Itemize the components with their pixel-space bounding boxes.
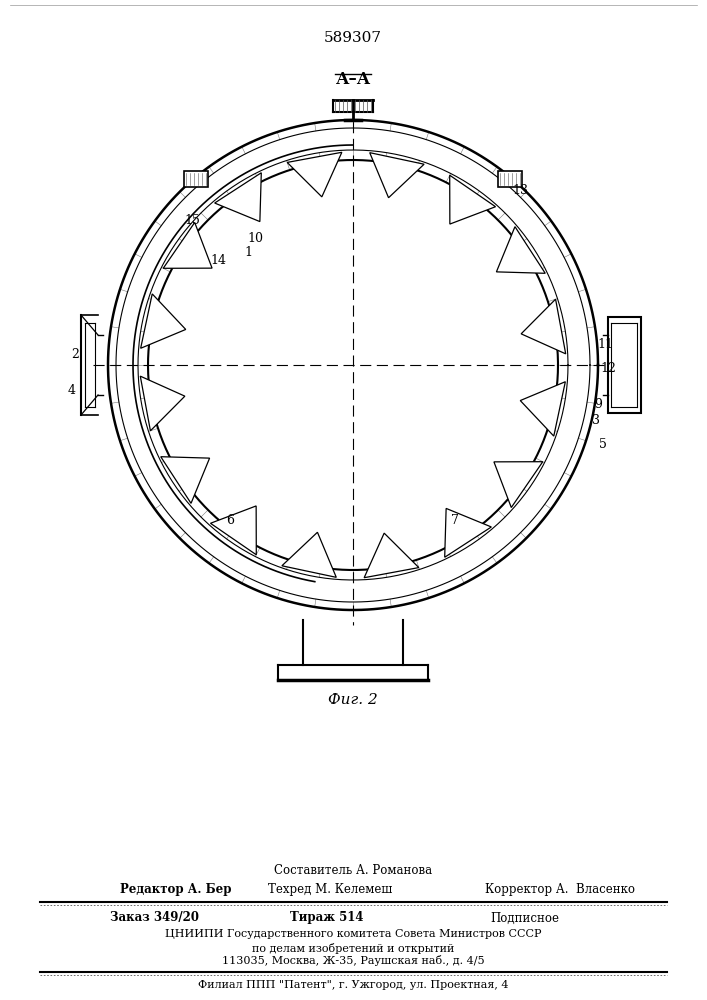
Polygon shape bbox=[370, 153, 424, 198]
Text: 9: 9 bbox=[594, 398, 602, 412]
Text: 12: 12 bbox=[600, 361, 616, 374]
Text: 3: 3 bbox=[592, 414, 600, 426]
Polygon shape bbox=[211, 506, 257, 555]
Text: 11: 11 bbox=[597, 338, 613, 352]
Text: Корректор А.  Власенко: Корректор А. Власенко bbox=[485, 884, 635, 896]
Text: Редактор А. Бер: Редактор А. Бер bbox=[120, 884, 231, 896]
Text: 2: 2 bbox=[71, 349, 79, 361]
Polygon shape bbox=[141, 294, 186, 348]
Polygon shape bbox=[215, 173, 262, 222]
Polygon shape bbox=[445, 508, 491, 557]
Polygon shape bbox=[282, 532, 337, 577]
Text: 589307: 589307 bbox=[324, 31, 382, 45]
Text: 113035, Москва, Ж-35, Раушская наб., д. 4/5: 113035, Москва, Ж-35, Раушская наб., д. … bbox=[222, 956, 484, 966]
Text: 7: 7 bbox=[451, 514, 459, 526]
Text: Подписное: Подписное bbox=[490, 912, 559, 924]
Polygon shape bbox=[521, 299, 566, 354]
Polygon shape bbox=[287, 152, 342, 197]
Text: 1: 1 bbox=[244, 245, 252, 258]
Polygon shape bbox=[498, 171, 522, 187]
Text: 13: 13 bbox=[512, 184, 528, 196]
Text: Тираж 514: Тираж 514 bbox=[290, 912, 363, 924]
Text: 15: 15 bbox=[184, 214, 200, 227]
Text: 4: 4 bbox=[68, 383, 76, 396]
Polygon shape bbox=[160, 457, 209, 503]
Text: Фиг. 2: Фиг. 2 bbox=[328, 693, 378, 707]
Polygon shape bbox=[496, 227, 545, 273]
Text: 5: 5 bbox=[599, 438, 607, 452]
Polygon shape bbox=[520, 382, 566, 436]
Text: Филиал ППП "Патент", г. Ужгород, ул. Проектная, 4: Филиал ППП "Патент", г. Ужгород, ул. Про… bbox=[198, 980, 508, 990]
Polygon shape bbox=[608, 317, 641, 413]
Polygon shape bbox=[140, 376, 185, 431]
Polygon shape bbox=[364, 533, 419, 578]
Polygon shape bbox=[163, 222, 212, 268]
Text: Техред М. Келемеш: Техред М. Келемеш bbox=[268, 884, 392, 896]
Text: 14: 14 bbox=[210, 253, 226, 266]
Text: по делам изобретений и открытий: по делам изобретений и открытий bbox=[252, 942, 454, 954]
Text: А–А: А–А bbox=[335, 72, 370, 89]
Polygon shape bbox=[184, 171, 208, 187]
Text: 10: 10 bbox=[247, 232, 263, 244]
Text: ЦНИИПИ Государственного комитета Совета Министров СССР: ЦНИИПИ Государственного комитета Совета … bbox=[165, 929, 542, 939]
Text: Составитель А. Романова: Составитель А. Романова bbox=[274, 863, 432, 876]
Polygon shape bbox=[450, 175, 496, 224]
Polygon shape bbox=[494, 462, 543, 508]
Text: Заказ 349/20: Заказ 349/20 bbox=[110, 912, 199, 924]
Text: 6: 6 bbox=[226, 514, 234, 526]
